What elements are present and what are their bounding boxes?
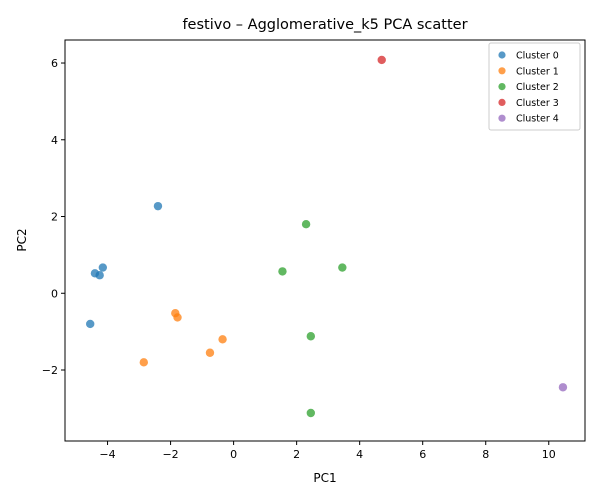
x-tick-label: −4 [99,448,115,461]
legend-label: Cluster 4 [516,114,559,125]
y-tick-label: 0 [51,287,58,300]
data-point-cluster-1 [173,313,182,322]
legend-marker [498,67,506,75]
data-point-cluster-2 [338,263,347,272]
x-axis-label: PC1 [313,471,336,485]
plot-frame [64,39,586,442]
data-point-cluster-0 [153,201,163,211]
x-tick-label: −2 [162,448,178,461]
data-point-cluster-1 [218,335,227,344]
x-tick-label: 4 [356,448,363,461]
x-tick-label: 0 [230,448,237,461]
data-point-cluster-1 [205,348,215,357]
legend-marker [498,83,506,91]
data-point-cluster-2 [278,267,287,276]
legend-marker [498,51,506,59]
y-tick-label: 2 [51,211,58,224]
data-point-cluster-0 [98,263,108,272]
legend-label: Cluster 2 [516,82,559,93]
y-tick-label: 4 [51,134,58,147]
data-point-cluster-2 [306,408,316,418]
legend-box [488,42,581,131]
data-point-cluster-3 [377,55,386,65]
legend-marker [498,98,506,106]
x-tick-label: 2 [293,448,300,461]
data-point-cluster-2 [306,332,316,341]
legend: Cluster 0 Cluster 1 Cluster 2 Cluster 3 Clus… [488,42,581,131]
data-point-cluster-0 [86,319,95,329]
y-tick-label: 6 [51,57,58,70]
data-point-cluster-1 [139,358,148,367]
legend-label: Cluster 1 [516,66,559,77]
data-point-cluster-4 [558,383,568,392]
chart-title: festivo – Agglomerative_k5 PCA scatter [182,17,467,33]
y-axis-label: PC2 [15,228,29,251]
data-point-cluster-2 [301,219,311,229]
data-point-cluster-0 [95,271,104,280]
x-tick-label: 6 [419,448,426,461]
y-tick-label: −2 [42,364,58,377]
legend-label: Cluster 3 [516,98,559,109]
x-tick-label: 8 [482,448,489,461]
legend-label: Cluster 0 [516,51,559,62]
x-tick-label: 10 [542,448,556,461]
legend-marker [498,114,506,122]
